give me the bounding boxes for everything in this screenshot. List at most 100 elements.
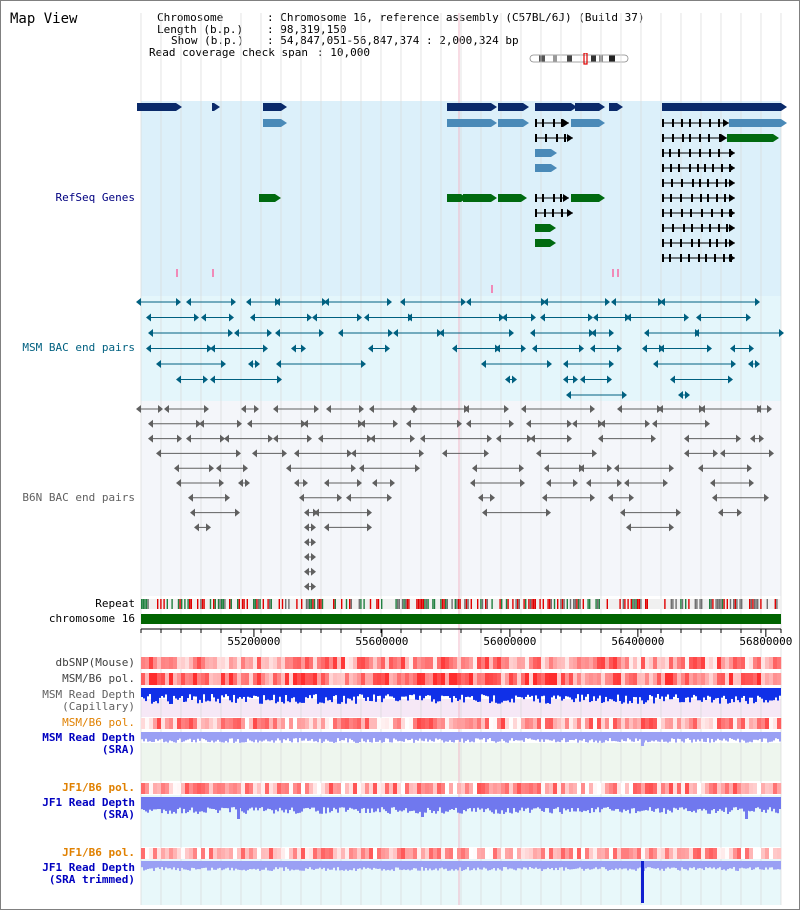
jf1-depth-trimmed-bar (221, 861, 223, 871)
b6n-bac-pair-end-right (769, 449, 774, 458)
jf1-depth-trimmed-bar (379, 861, 381, 869)
msm-depth-capillary-bar (635, 688, 637, 698)
jf1-depth-trimmed-bar (309, 861, 311, 868)
b6n-bac-pair-end-right (245, 479, 250, 487)
msm-b6-pol-bin (569, 673, 574, 685)
b6n-bac-pair-end-right (749, 479, 754, 487)
msm-b6-pol-bin (193, 673, 198, 685)
msm-bac-pair-end-left (566, 391, 571, 399)
jf1-depth-sra-bar (297, 797, 299, 814)
gene-arrow (599, 194, 605, 202)
jf1-b6-pol-2-bin (753, 848, 758, 859)
b6n-bac-pair-end-left (286, 464, 291, 473)
repeat-track (141, 599, 781, 609)
jf1-depth-sra-bar (659, 797, 661, 813)
jf1-b6-pol-2-bin (373, 848, 378, 859)
msm-b6-pol-2-bin (345, 718, 350, 729)
repeat-element (517, 599, 519, 609)
jf1-depth-trimmed-bar (225, 861, 227, 869)
msm-b6-pol-2-bin (377, 718, 382, 729)
jf1-depth-trimmed-bar (529, 861, 531, 868)
dbsnp-bin (245, 657, 250, 669)
jf1-depth-sra-bar (657, 797, 659, 809)
repeat-element (485, 599, 487, 609)
jf1-b6-pol-bin (417, 783, 422, 794)
msm-b6-pol-2-bin (745, 718, 750, 729)
repeat-element (419, 599, 421, 609)
exon (712, 164, 714, 172)
jf1-depth-trimmed-bar (167, 861, 169, 869)
msm-depth-sra-bar (745, 732, 747, 743)
jf1-b6-pol-bin (453, 783, 458, 794)
msm-depth-sra-bar (553, 732, 555, 740)
msm-depth-sra-bar (645, 732, 647, 741)
msm-b6-pol-2-bin (645, 718, 650, 729)
jf1-depth-trimmed-bar (675, 861, 677, 869)
msm-depth-sra-bar (439, 732, 441, 739)
jf1-b6-pol-2-bin (741, 848, 746, 859)
b6n-bac-pair-end-left (472, 464, 477, 473)
jf1-depth-sra-bar (553, 797, 555, 809)
msm-depth-sra-bar (537, 732, 539, 740)
jf1-depth-sra-bar (163, 797, 165, 810)
gene-arrow (176, 103, 182, 111)
repeat-element (632, 599, 634, 609)
msm-depth-capillary-bar (629, 688, 631, 701)
repeat-element (766, 599, 768, 609)
jf1-depth-trimmed-bar (177, 861, 179, 869)
msm-b6-pol-2-bin (773, 718, 778, 729)
jf1-depth-sra-bar (277, 797, 279, 812)
jf1-b6-pol-bin (741, 783, 746, 794)
jf1-depth-sra-bar (753, 797, 755, 812)
msm-depth-sra-bar (451, 732, 453, 743)
jf1-depth-trimmed-bar (337, 861, 339, 868)
jf1-b6-pol-bin (185, 783, 190, 794)
msm-depth-capillary-bar (743, 688, 745, 696)
dbsnp-bin (541, 657, 546, 669)
gene-10 (263, 119, 281, 127)
msm-depth-capillary-bar (615, 688, 617, 702)
msm-depth-capillary-bar (585, 688, 587, 697)
b6n-bac-pair-end-left (318, 434, 323, 443)
msm-b6-pol-bin (285, 673, 290, 685)
msm-depth-capillary-bar (417, 688, 419, 700)
jf1-depth-sra-bar (415, 797, 417, 814)
msm-bac-track[interactable] (136, 298, 784, 399)
jf1-depth-trimmed-bar (721, 861, 723, 871)
msm-depth-sra-bar (141, 732, 143, 740)
refseq-genes-track[interactable] (137, 103, 787, 293)
chromosome-ideogram[interactable] (529, 53, 631, 65)
msm-b6-pol-bin (513, 673, 518, 685)
msm-depth-sra-bar (695, 732, 697, 742)
msm-depth-sra-bar (577, 732, 579, 743)
msm-bac-pair-end-right (728, 375, 733, 384)
repeat-element (296, 599, 298, 609)
msm-depth-capillary-bar (437, 688, 439, 702)
repeat-element (739, 599, 741, 609)
msm-b6-pol-bin (409, 673, 414, 685)
jf1-depth-trimmed-bar (581, 861, 583, 869)
msm-depth-sra-bar (501, 732, 503, 740)
jf1-depth-sra-bar (371, 797, 373, 809)
msm-depth-sra-bar (755, 732, 757, 740)
jf1-depth-sra-bar (179, 797, 181, 808)
gene-arrow (523, 119, 529, 127)
jf1-b6-pol-bin (649, 783, 654, 794)
jf1-b6-pol-2-bin (601, 848, 606, 859)
dbsnp-bin (633, 657, 638, 669)
msm-depth-capillary-bar (695, 688, 697, 697)
msm-b6-pol-bin (433, 673, 438, 685)
jf1-b6-pol-2-bin (613, 848, 618, 859)
repeat-element (318, 599, 320, 609)
jf1-depth-sra-bar (507, 797, 509, 809)
b6n-bac-pair-end-right (509, 419, 514, 428)
jf1-b6-pol-bin (413, 783, 418, 794)
jf1-depth-trimmed-bar (399, 861, 401, 870)
jf1-b6-pol-2-bin (529, 848, 534, 859)
b6n-bac-track[interactable] (136, 405, 774, 591)
jf1-depth-trimmed-bar (763, 861, 765, 870)
msm-b6-pol-2-bin (389, 718, 394, 729)
msm-bac-pair-end-left (580, 375, 585, 384)
msm-depth-capillary-bar (541, 688, 543, 697)
